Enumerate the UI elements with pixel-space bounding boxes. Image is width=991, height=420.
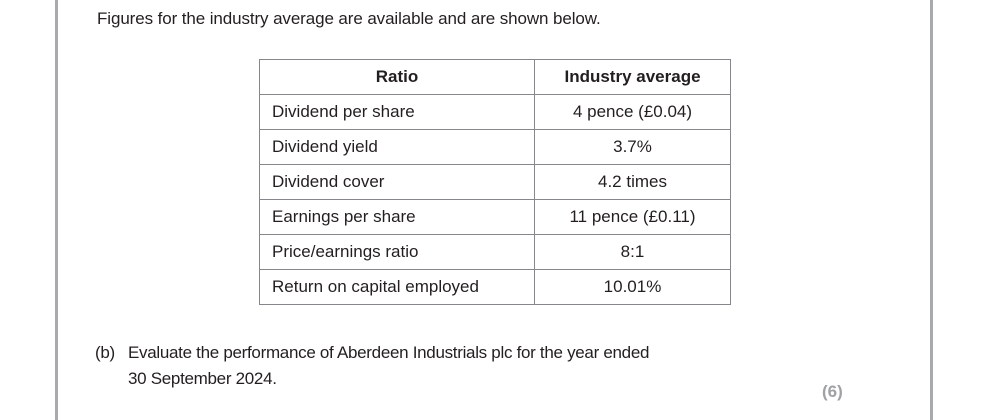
table-row: Price/earnings ratio 8:1 bbox=[259, 234, 731, 270]
question-b: (b) Evaluate the performance of Aberdeen… bbox=[95, 340, 649, 392]
page-edge-rule-right bbox=[930, 0, 933, 420]
header-ratio: Ratio bbox=[259, 59, 535, 95]
value-cell: 10.01% bbox=[534, 269, 731, 305]
question-label: (b) bbox=[95, 343, 115, 362]
ratio-cell: Earnings per share bbox=[259, 199, 535, 235]
table-header-row: Ratio Industry average bbox=[259, 59, 731, 95]
marks-badge: (6) bbox=[822, 382, 843, 401]
header-industry-average: Industry average bbox=[534, 59, 731, 95]
ratio-cell: Dividend yield bbox=[259, 129, 535, 165]
table-row: Dividend yield 3.7% bbox=[259, 129, 731, 165]
question-text: Evaluate the performance of Aberdeen Ind… bbox=[128, 340, 649, 392]
page-edge-rule-left bbox=[55, 0, 58, 420]
value-cell: 3.7% bbox=[534, 129, 731, 165]
table-row: Return on capital employed 10.01% bbox=[259, 269, 731, 305]
value-cell: 8:1 bbox=[534, 234, 731, 270]
ratio-cell: Return on capital employed bbox=[259, 269, 535, 305]
ratio-cell: Dividend per share bbox=[259, 94, 535, 130]
table-row: Dividend cover 4.2 times bbox=[259, 164, 731, 200]
question-line-1: Evaluate the performance of Aberdeen Ind… bbox=[128, 343, 650, 362]
table-row: Earnings per share 11 pence (£0.11) bbox=[259, 199, 731, 235]
table-row: Dividend per share 4 pence (£0.04) bbox=[259, 94, 731, 130]
intro-text: Figures for the industry average are ava… bbox=[97, 9, 601, 28]
value-cell: 4 pence (£0.04) bbox=[534, 94, 731, 130]
ratio-cell: Price/earnings ratio bbox=[259, 234, 535, 270]
value-cell: 11 pence (£0.11) bbox=[534, 199, 731, 235]
question-line-2: 30 September 2024. bbox=[128, 369, 277, 388]
ratio-cell: Dividend cover bbox=[259, 164, 535, 200]
value-cell: 4.2 times bbox=[534, 164, 731, 200]
industry-average-table: Ratio Industry average Dividend per shar… bbox=[259, 59, 731, 305]
